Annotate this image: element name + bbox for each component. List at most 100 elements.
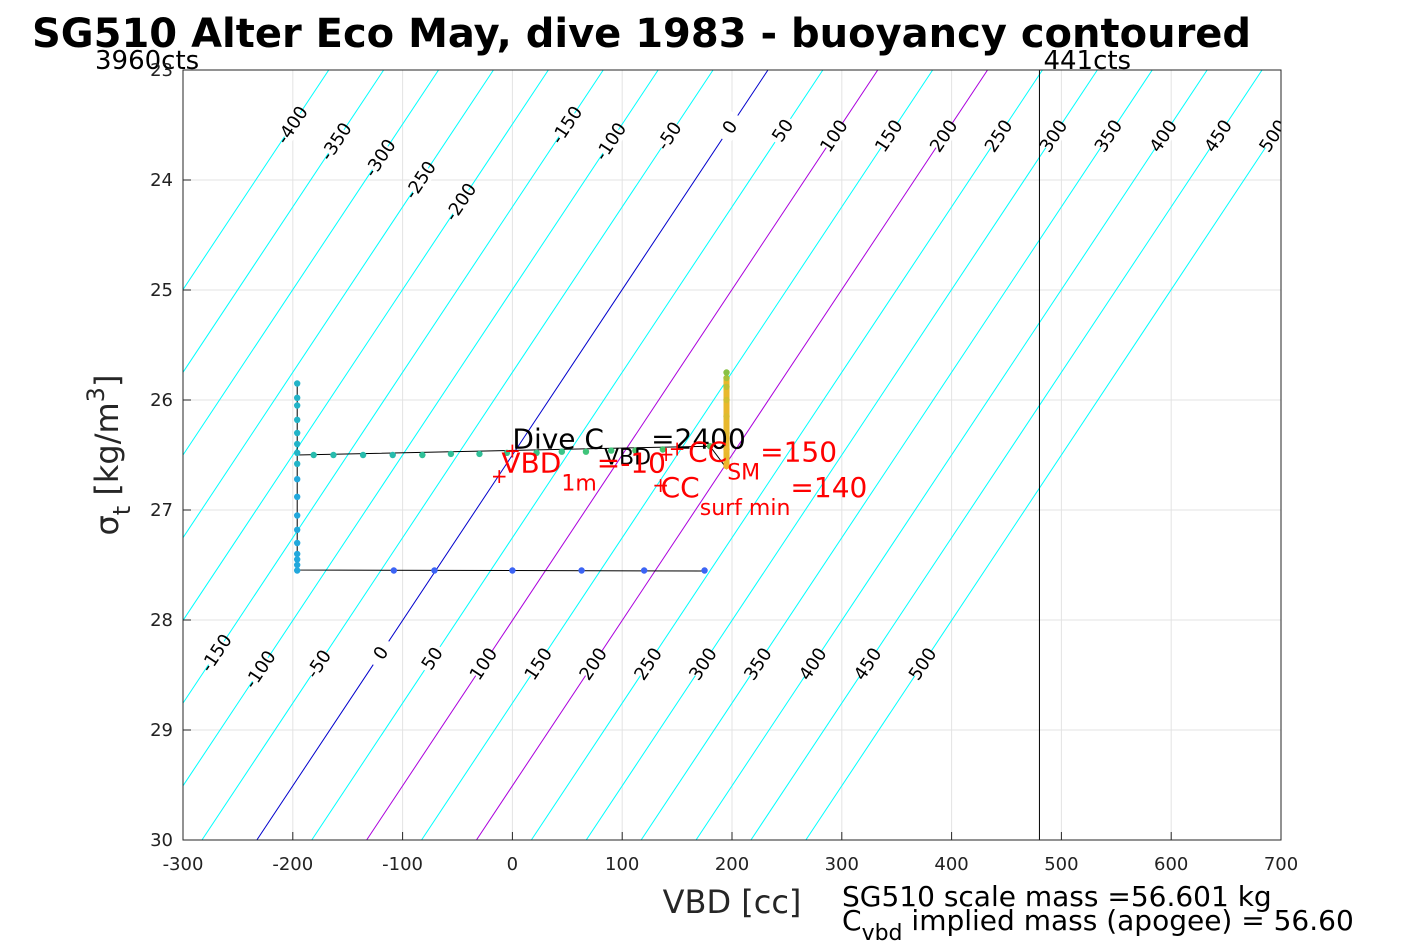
x-tick-label: 600 [1154, 854, 1188, 875]
x-tick-label: -300 [163, 854, 204, 875]
data-point [723, 462, 730, 470]
contour-label-bg [654, 119, 685, 153]
contour-label-bg [244, 652, 276, 687]
dive-points [293, 369, 730, 574]
data-point [723, 396, 730, 404]
contour-label-top: 100 [816, 116, 852, 156]
data-point [293, 402, 301, 409]
data-point [293, 550, 301, 558]
contour-label-bg [714, 110, 746, 144]
y-tick-label: 23 [150, 60, 173, 81]
y-axis-label-text: σt [kg/m3] [82, 375, 136, 536]
y-tick-label: 26 [150, 390, 173, 411]
data-point [503, 449, 511, 456]
data-point [578, 567, 585, 574]
x-axis-label: VBD [cc] [663, 883, 802, 921]
contour-line [640, 70, 1153, 840]
contour-label-bg [928, 119, 959, 153]
data-point [293, 429, 301, 437]
data-point [723, 446, 730, 453]
marker-plus: + [491, 464, 508, 488]
x-tick-label: -100 [382, 854, 423, 875]
data-point [293, 449, 301, 456]
cc-sm-label: CCSM=150 [688, 436, 837, 486]
x-ticks: -300 -200 -100 0 100 200 300 400 500 600 700 [163, 832, 1298, 875]
contour-line [183, 70, 604, 705]
data-point [431, 567, 438, 574]
contour-label-bottom: -50 [302, 646, 336, 682]
data-point [476, 450, 483, 458]
contour-line [585, 70, 1098, 840]
data-point [723, 429, 730, 437]
x-tick-label: 500 [1044, 854, 1078, 875]
data-point [293, 561, 301, 569]
marker-plus: + [658, 442, 675, 466]
contour-label-top: 400 [1146, 116, 1182, 156]
y-tick-label: 29 [150, 720, 173, 741]
contour-line [183, 70, 385, 374]
contour-label-bottom: 450 [850, 644, 886, 684]
y-tick-label: 28 [150, 610, 173, 631]
contour-label-top: 150 [871, 116, 907, 156]
contour-label-top: -200 [441, 179, 481, 225]
contour-label-bottom: -150 [197, 630, 237, 676]
contour-label-bg [797, 647, 829, 681]
y-tick-label: 30 [150, 830, 173, 851]
data-point [723, 369, 730, 376]
x-tick-label: 0 [507, 854, 518, 875]
contour-label-bg [873, 119, 905, 153]
data-point [310, 451, 317, 459]
contour-label-top: -300 [361, 135, 401, 181]
x-tick-label: -200 [272, 854, 313, 875]
data-point [632, 447, 639, 454]
contour-label-bg [201, 636, 232, 670]
data-point [509, 567, 516, 574]
vbd-1m-label: VBD1m=-10 [501, 447, 666, 497]
data-point [640, 567, 648, 574]
contour-label-bg [416, 641, 448, 676]
data-point [447, 450, 455, 458]
contour-label-top: -100 [591, 119, 631, 165]
data-point [723, 383, 730, 390]
footer-implied-mass: Cvbd implied mass (apogee) = 56.60 [842, 904, 1354, 945]
contour-line [183, 70, 330, 291]
contour-label-bg [523, 647, 554, 681]
contour-label-bottom: 200 [575, 644, 611, 684]
data-point [419, 451, 426, 459]
data-point [359, 451, 367, 459]
contour-label-bottom: 500 [905, 644, 941, 684]
data-point [293, 526, 301, 533]
y-axis-label: σt [kg/m3] [82, 375, 136, 536]
contour-label-bg [742, 647, 774, 681]
contour-label-top: -350 [317, 119, 357, 165]
contour-line [183, 70, 659, 787]
contour-line [201, 70, 714, 840]
contour-label-bg [405, 163, 436, 197]
x-tick-label: 700 [1264, 854, 1298, 875]
contour-line [183, 70, 494, 539]
data-point [723, 374, 730, 382]
cc-surf-min-label: CCsurf min=140 [661, 471, 868, 521]
contour-label-bottom: 400 [795, 644, 831, 684]
contour-label-bottom: 350 [740, 644, 776, 684]
contour-line [750, 70, 1263, 840]
y-tick-label: 25 [150, 280, 173, 301]
data-point [293, 476, 301, 483]
data-point [293, 512, 301, 519]
dive-c-vbd-label: Dive CVBD=2400 [512, 422, 745, 470]
data-point [389, 451, 396, 459]
contour-label-bg [1203, 119, 1234, 153]
data-point [293, 539, 301, 547]
contour-label-bg [632, 647, 664, 681]
contour-label-bottom: -100 [241, 647, 281, 693]
contour-label-top: 50 [768, 115, 798, 146]
contour-label-bg [983, 119, 1014, 153]
contour-label-bg [365, 636, 397, 670]
contour-line [256, 70, 769, 840]
contour-label-bg [687, 647, 719, 681]
contour-label-top: 250 [981, 116, 1017, 156]
data-point [659, 446, 667, 453]
contour-label-bg [445, 185, 476, 219]
contour-line [183, 70, 439, 456]
